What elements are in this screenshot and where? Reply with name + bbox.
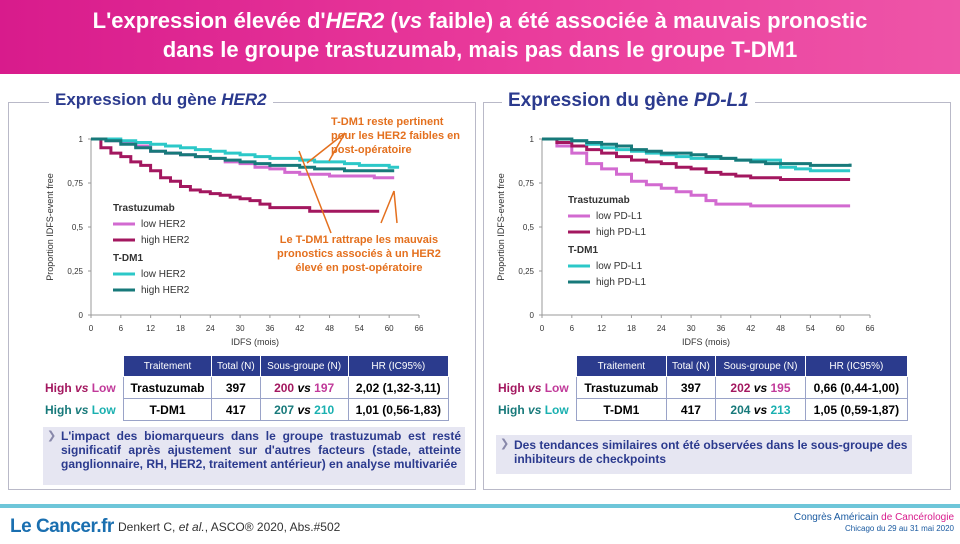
annotation-arrow [298, 150, 332, 234]
x-tick-label: 24 [206, 324, 215, 333]
x-tick-label: 6 [119, 324, 124, 333]
series-trastuzumab-high-pd-l1 [542, 137, 851, 181]
annotation-arrow [380, 190, 395, 224]
annotation-bottom: Le T-DM1 rattrape les mauvais pronostics… [277, 234, 441, 274]
y-tick-label: 0,25 [518, 267, 534, 276]
header-total: Total (N) [665, 355, 717, 377]
y-tick-label: 1 [530, 135, 535, 144]
header-total: Total (N) [211, 355, 261, 377]
y-tick-label: 0,75 [67, 179, 83, 188]
legend-label: low HER2 [141, 269, 186, 280]
congress-logo: Congrès Américain de Cancérologie Chicag… [793, 512, 954, 533]
y-tick-label: 0,75 [518, 179, 534, 188]
y-tick-label: 0,25 [67, 267, 83, 276]
x-tick-label: 66 [866, 324, 875, 333]
x-tick-label: 48 [325, 324, 334, 333]
x-axis-label: IDFS (mois) [231, 337, 279, 347]
annotation-arrow [393, 190, 398, 224]
lecancer-logo[interactable]: Le Cancer.fr [10, 516, 114, 537]
reference: Denkert C, et al., ASCO® 2020, Abs.#502 [118, 520, 341, 534]
header-sous-groupe: Sous-groupe (N) [715, 355, 806, 377]
x-tick-label: 30 [687, 324, 696, 333]
pdl1-results-table: Traitement Total (N) Sous-groupe (N) HR … [498, 355, 909, 421]
footer: Le Cancer.fr Denkert C, et al., ASCO® 20… [0, 504, 960, 544]
x-tick-label: 30 [236, 324, 245, 333]
x-tick-label: 18 [627, 324, 636, 333]
header-sous-groupe: Sous-groupe (N) [259, 355, 349, 377]
annotation-arrow [328, 132, 346, 162]
her2-panel-title: Expression du gène HER2 [49, 90, 273, 110]
legend-label: low HER2 [141, 219, 186, 230]
series-trastuzumab-high-her2 [91, 137, 380, 213]
x-tick-label: 24 [657, 324, 666, 333]
pdl1-note: ❯ Des tendances similaires ont été obser… [496, 435, 912, 474]
x-tick-label: 60 [836, 324, 845, 333]
header-hr: HR (IC95%) [804, 355, 909, 377]
legend-label: high HER2 [141, 235, 190, 246]
x-tick-label: 12 [597, 324, 606, 333]
legend-label: high PD-L1 [596, 227, 646, 238]
her2-panel: Expression du gène HER2 0 6 12 18 24 30 36 42 48… [8, 90, 476, 490]
series-t-dm1-high-pd-l1 [542, 137, 852, 167]
series-trastuzumab-low-pd-l1 [542, 137, 851, 208]
legend-label: low PD-L1 [596, 211, 643, 222]
x-tick-label: 12 [146, 324, 155, 333]
y-tick-label: 1 [79, 135, 84, 144]
legend-label: low PD-L1 [596, 261, 643, 272]
table-row: High vs Low Trastuzumab 397 200 vs 197 2… [45, 376, 450, 399]
table-row: High vs Low T-DM1 417 204 vs 213 1,05 (0… [498, 398, 909, 421]
y-axis-label: Proportion IDFS-event free [45, 173, 55, 281]
legend-group-title: T-DM1 [568, 245, 598, 256]
bullet-icon: ❯ [47, 430, 57, 442]
her2-survival-chart: 0 6 12 18 24 30 36 42 48 54 60 66 0 0,25 0,5 0,75 1 IDFS … [45, 132, 424, 347]
x-tick-label: 54 [355, 324, 364, 333]
x-tick-label: 42 [746, 324, 755, 333]
her2-results-table: Traitement Total (N) Sous-groupe (N) HR … [45, 355, 450, 421]
y-axis-label: Proportion IDFS-event free [496, 173, 506, 281]
legend-label: high HER2 [141, 285, 190, 296]
slide-title: L'expression élevée d'HER2 (vs faible) a… [10, 6, 950, 64]
title-line-2: dans le groupe trastuzumab, mais pas dan… [162, 37, 798, 62]
pdl1-survival-chart: 0 6 12 18 24 30 36 42 48 54 60 66 0 0,25 0,5 0,75 1 IDFS … [496, 135, 875, 347]
table-row: High vs Low T-DM1 417 207 vs 210 1,01 (0… [45, 398, 450, 421]
x-tick-label: 66 [415, 324, 424, 333]
title-bar: L'expression élevée d'HER2 (vs faible) a… [0, 0, 960, 74]
header-hr: HR (IC95%) [347, 355, 450, 377]
x-tick-label: 0 [540, 324, 545, 333]
series-t-dm1-high-her2 [91, 137, 395, 173]
x-tick-label: 42 [295, 324, 304, 333]
pdl1-panel-title: Expression du gène PD-L1 [502, 90, 755, 112]
legend-group-title: T-DM1 [113, 253, 143, 264]
y-tick-label: 0 [530, 311, 535, 320]
her2-note: ❯ L'impact des biomarqueurs dans le grou… [43, 427, 465, 485]
y-tick-label: 0,5 [72, 223, 84, 232]
legend-label: high PD-L1 [596, 277, 646, 288]
legend-group-title: Trastuzumab [568, 195, 630, 206]
x-tick-label: 6 [570, 324, 575, 333]
x-axis-label: IDFS (mois) [682, 337, 730, 347]
table-row: High vs Low Trastuzumab 397 202 vs 195 0… [498, 376, 909, 399]
series-t-dm1-low-pd-l1 [542, 137, 851, 173]
bullet-icon: ❯ [500, 438, 510, 450]
header-traitement: Traitement [122, 355, 213, 377]
x-tick-label: 60 [385, 324, 394, 333]
x-tick-label: 36 [716, 324, 725, 333]
title-line-1: L'expression élevée d'HER2 (vs faible) a… [92, 8, 868, 33]
x-tick-label: 18 [176, 324, 185, 333]
y-tick-label: 0 [79, 311, 84, 320]
annotation-top: T-DM1 reste pertinent pour les HER2 faib… [331, 116, 460, 156]
legend-group-title: Trastuzumab [113, 203, 175, 214]
x-tick-label: 36 [265, 324, 274, 333]
y-tick-label: 0,5 [523, 223, 535, 232]
header-traitement: Traitement [576, 355, 667, 377]
x-tick-label: 0 [89, 324, 94, 333]
x-tick-label: 54 [806, 324, 815, 333]
series-trastuzumab-low-her2 [91, 137, 395, 180]
pdl1-panel: Expression du gène PD-L1 0 6 12 18 24 30 36 42 4… [483, 90, 951, 490]
x-tick-label: 48 [776, 324, 785, 333]
annotation-arrow [306, 132, 346, 164]
series-t-dm1-low-her2 [91, 137, 400, 169]
